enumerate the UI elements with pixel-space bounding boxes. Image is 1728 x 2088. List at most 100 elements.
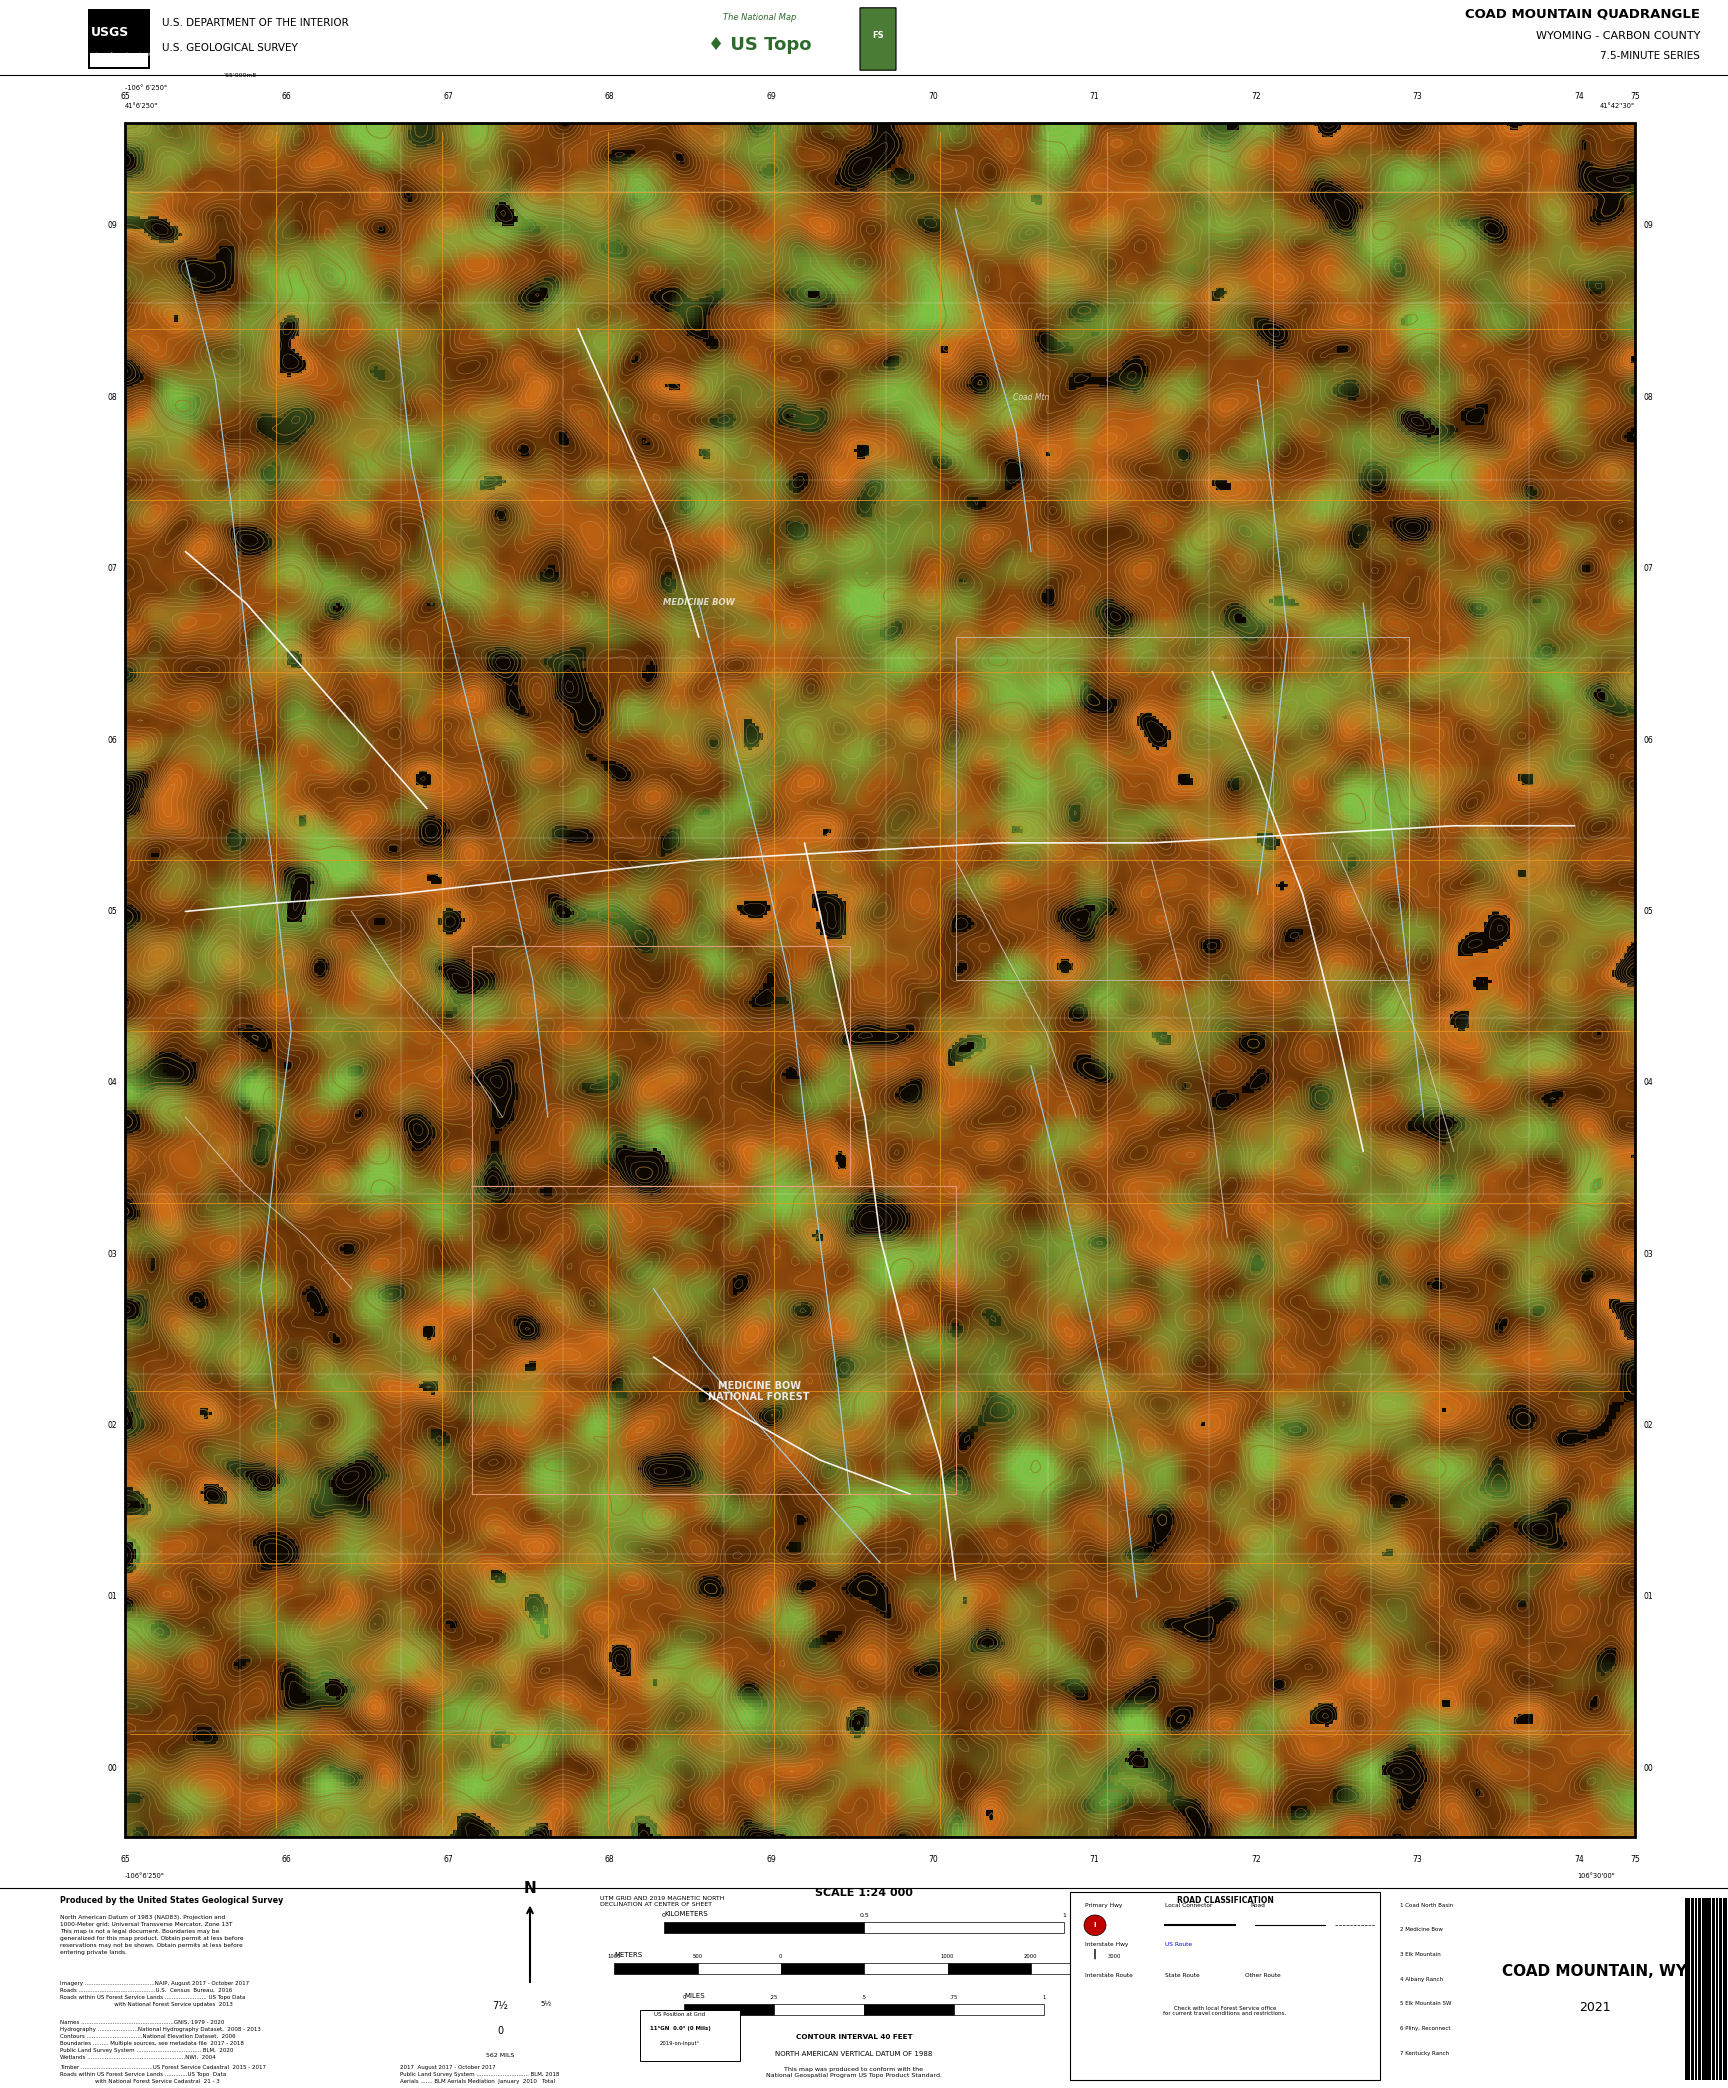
Text: 7.5-MINUTE SERIES: 7.5-MINUTE SERIES [1600, 52, 1700, 61]
Text: 73: 73 [1414, 1854, 1422, 1865]
Text: 75: 75 [1630, 1854, 1640, 1865]
Text: 04: 04 [107, 1077, 118, 1088]
Text: 65: 65 [121, 1854, 130, 1865]
Bar [1704, 1898, 1706, 2080]
Text: North American Datum of 1983 (NAD83). Projection and
1000-Meter grid: Universal : North American Datum of 1983 (NAD83). Pr… [60, 1915, 244, 1954]
Bar [864, 1921, 1064, 1933]
Text: 2000: 2000 [1023, 1954, 1037, 1959]
Bar [1725, 1898, 1726, 2080]
Text: 74: 74 [1574, 92, 1585, 102]
Text: USGS: USGS [92, 27, 130, 40]
Text: ♦ US Topo: ♦ US Topo [708, 35, 812, 54]
Text: FS: FS [873, 31, 883, 40]
Bar [472, 1186, 956, 1495]
Text: 00: 00 [107, 1764, 118, 1773]
Text: 73: 73 [1414, 92, 1422, 102]
Text: 6 Pliny, Reconnect: 6 Pliny, Reconnect [1400, 2025, 1450, 2032]
Text: 09: 09 [107, 221, 118, 230]
Bar [1716, 1898, 1718, 2080]
Text: .5: .5 [862, 1994, 866, 2000]
Bar [698, 1963, 781, 1973]
Text: 65: 65 [121, 92, 130, 102]
Text: 70: 70 [928, 1854, 938, 1865]
Text: 05: 05 [1643, 906, 1652, 917]
Bar [664, 1921, 864, 1933]
Text: 72: 72 [1251, 1854, 1261, 1865]
Text: 1000: 1000 [940, 1954, 954, 1959]
Text: 01: 01 [107, 1593, 118, 1601]
Text: 03: 03 [1643, 1251, 1652, 1259]
Text: Local Connector: Local Connector [1165, 1902, 1213, 1908]
Text: Timber .........................................US Forest Service Cadastral  201: Timber .................................… [60, 2065, 266, 2084]
Text: Interstate Hwy: Interstate Hwy [1085, 1942, 1128, 1946]
Text: science for a changing world: science for a changing world [92, 52, 161, 56]
Text: 3000: 3000 [1108, 1954, 1121, 1959]
Text: NORTH AMERICAN VERTICAL DATUM OF 1988: NORTH AMERICAN VERTICAL DATUM OF 1988 [776, 2050, 933, 2057]
Bar [864, 2004, 954, 2015]
Text: UTM GRID AND 2019 MAGNETIC NORTH
DECLINATION AT CENTER OF SHEET: UTM GRID AND 2019 MAGNETIC NORTH DECLINA… [600, 1896, 724, 1906]
Text: The National Map: The National Map [724, 13, 797, 21]
Text: 106°30'00": 106°30'00" [1578, 1873, 1616, 1879]
Text: 0: 0 [779, 1954, 783, 1959]
Text: 2017  August 2017 - October 2017
Public Land Survey System .....................: 2017 August 2017 - October 2017 Public L… [399, 2065, 560, 2084]
Text: Other Route: Other Route [1244, 1973, 1280, 1977]
Text: MEDICINE BOW: MEDICINE BOW [664, 599, 734, 608]
Text: I: I [1094, 1923, 1096, 1927]
Text: Names .....................................................GNIS, 1979 - 2020
Hyd: Names ..................................… [60, 2019, 261, 2061]
Text: ´65'000mE: ´65'000mE [223, 73, 257, 77]
Text: Interstate Route: Interstate Route [1085, 1973, 1134, 1977]
Bar [124, 123, 1635, 1837]
Text: .75: .75 [950, 1994, 959, 2000]
Text: 70: 70 [928, 92, 938, 102]
Bar [1690, 1898, 1693, 2080]
Text: MILES: MILES [684, 1994, 705, 1998]
Bar [1687, 1898, 1688, 2080]
Text: KILOMETERS: KILOMETERS [664, 1911, 708, 1917]
Text: Imagery ........................................NAIP, August 2017 - October 2017: Imagery ................................… [60, 1982, 249, 2007]
Text: SCALE 1:24 000: SCALE 1:24 000 [816, 1888, 912, 1898]
Text: N: N [524, 1881, 536, 1896]
Bar [954, 2004, 1044, 2015]
Text: 07: 07 [107, 564, 118, 574]
Text: 04: 04 [1643, 1077, 1652, 1088]
Bar [1719, 1898, 1723, 2080]
Text: 41°6′250": 41°6′250" [124, 102, 159, 109]
Text: -106° 6′250": -106° 6′250" [124, 86, 168, 90]
Bar [90, 52, 149, 67]
Text: 07: 07 [1643, 564, 1652, 574]
Text: 1: 1 [1063, 1913, 1066, 1917]
Text: 0: 0 [498, 2025, 503, 2036]
Text: 1: 1 [1042, 1994, 1045, 2000]
Text: 68: 68 [605, 92, 615, 102]
Text: Primary Hwy: Primary Hwy [1085, 1902, 1123, 1908]
Text: 66: 66 [282, 92, 292, 102]
Bar [1695, 1898, 1697, 2080]
Bar [1070, 1892, 1381, 2080]
Text: -106°6′250": -106°6′250" [124, 1873, 164, 1879]
Text: 00: 00 [1643, 1764, 1652, 1773]
Text: 7½: 7½ [492, 2002, 508, 2011]
Text: 69: 69 [767, 92, 776, 102]
Bar [684, 2004, 774, 2015]
Bar [864, 1963, 947, 1973]
Text: 11°GN  0.0° (0 Mils): 11°GN 0.0° (0 Mils) [650, 2025, 710, 2032]
Text: 03: 03 [107, 1251, 118, 1259]
Bar [1712, 1898, 1714, 2080]
Text: 0: 0 [662, 1913, 665, 1917]
Text: This map was produced to conform with the
National Geospatial Program US Topo Pr: This map was produced to conform with th… [766, 2067, 942, 2078]
Text: 74: 74 [1574, 1854, 1585, 1865]
Text: 66: 66 [282, 1854, 292, 1865]
FancyBboxPatch shape [861, 8, 897, 71]
Bar [774, 2004, 864, 2015]
Ellipse shape [1083, 1915, 1106, 1936]
Text: 562 MILS: 562 MILS [486, 2053, 515, 2059]
Text: 72: 72 [1251, 92, 1261, 102]
Text: 02: 02 [1643, 1422, 1652, 1430]
Text: ROAD CLASSIFICATION: ROAD CLASSIFICATION [1177, 1896, 1274, 1906]
Bar [472, 946, 850, 1186]
Text: COAD MOUNTAIN, WY: COAD MOUNTAIN, WY [1503, 1965, 1688, 1979]
Text: Road: Road [1249, 1902, 1265, 1908]
Bar [639, 2011, 740, 2061]
Text: 06: 06 [1643, 735, 1652, 745]
Text: US Position at Grid: US Position at Grid [655, 2011, 705, 2017]
